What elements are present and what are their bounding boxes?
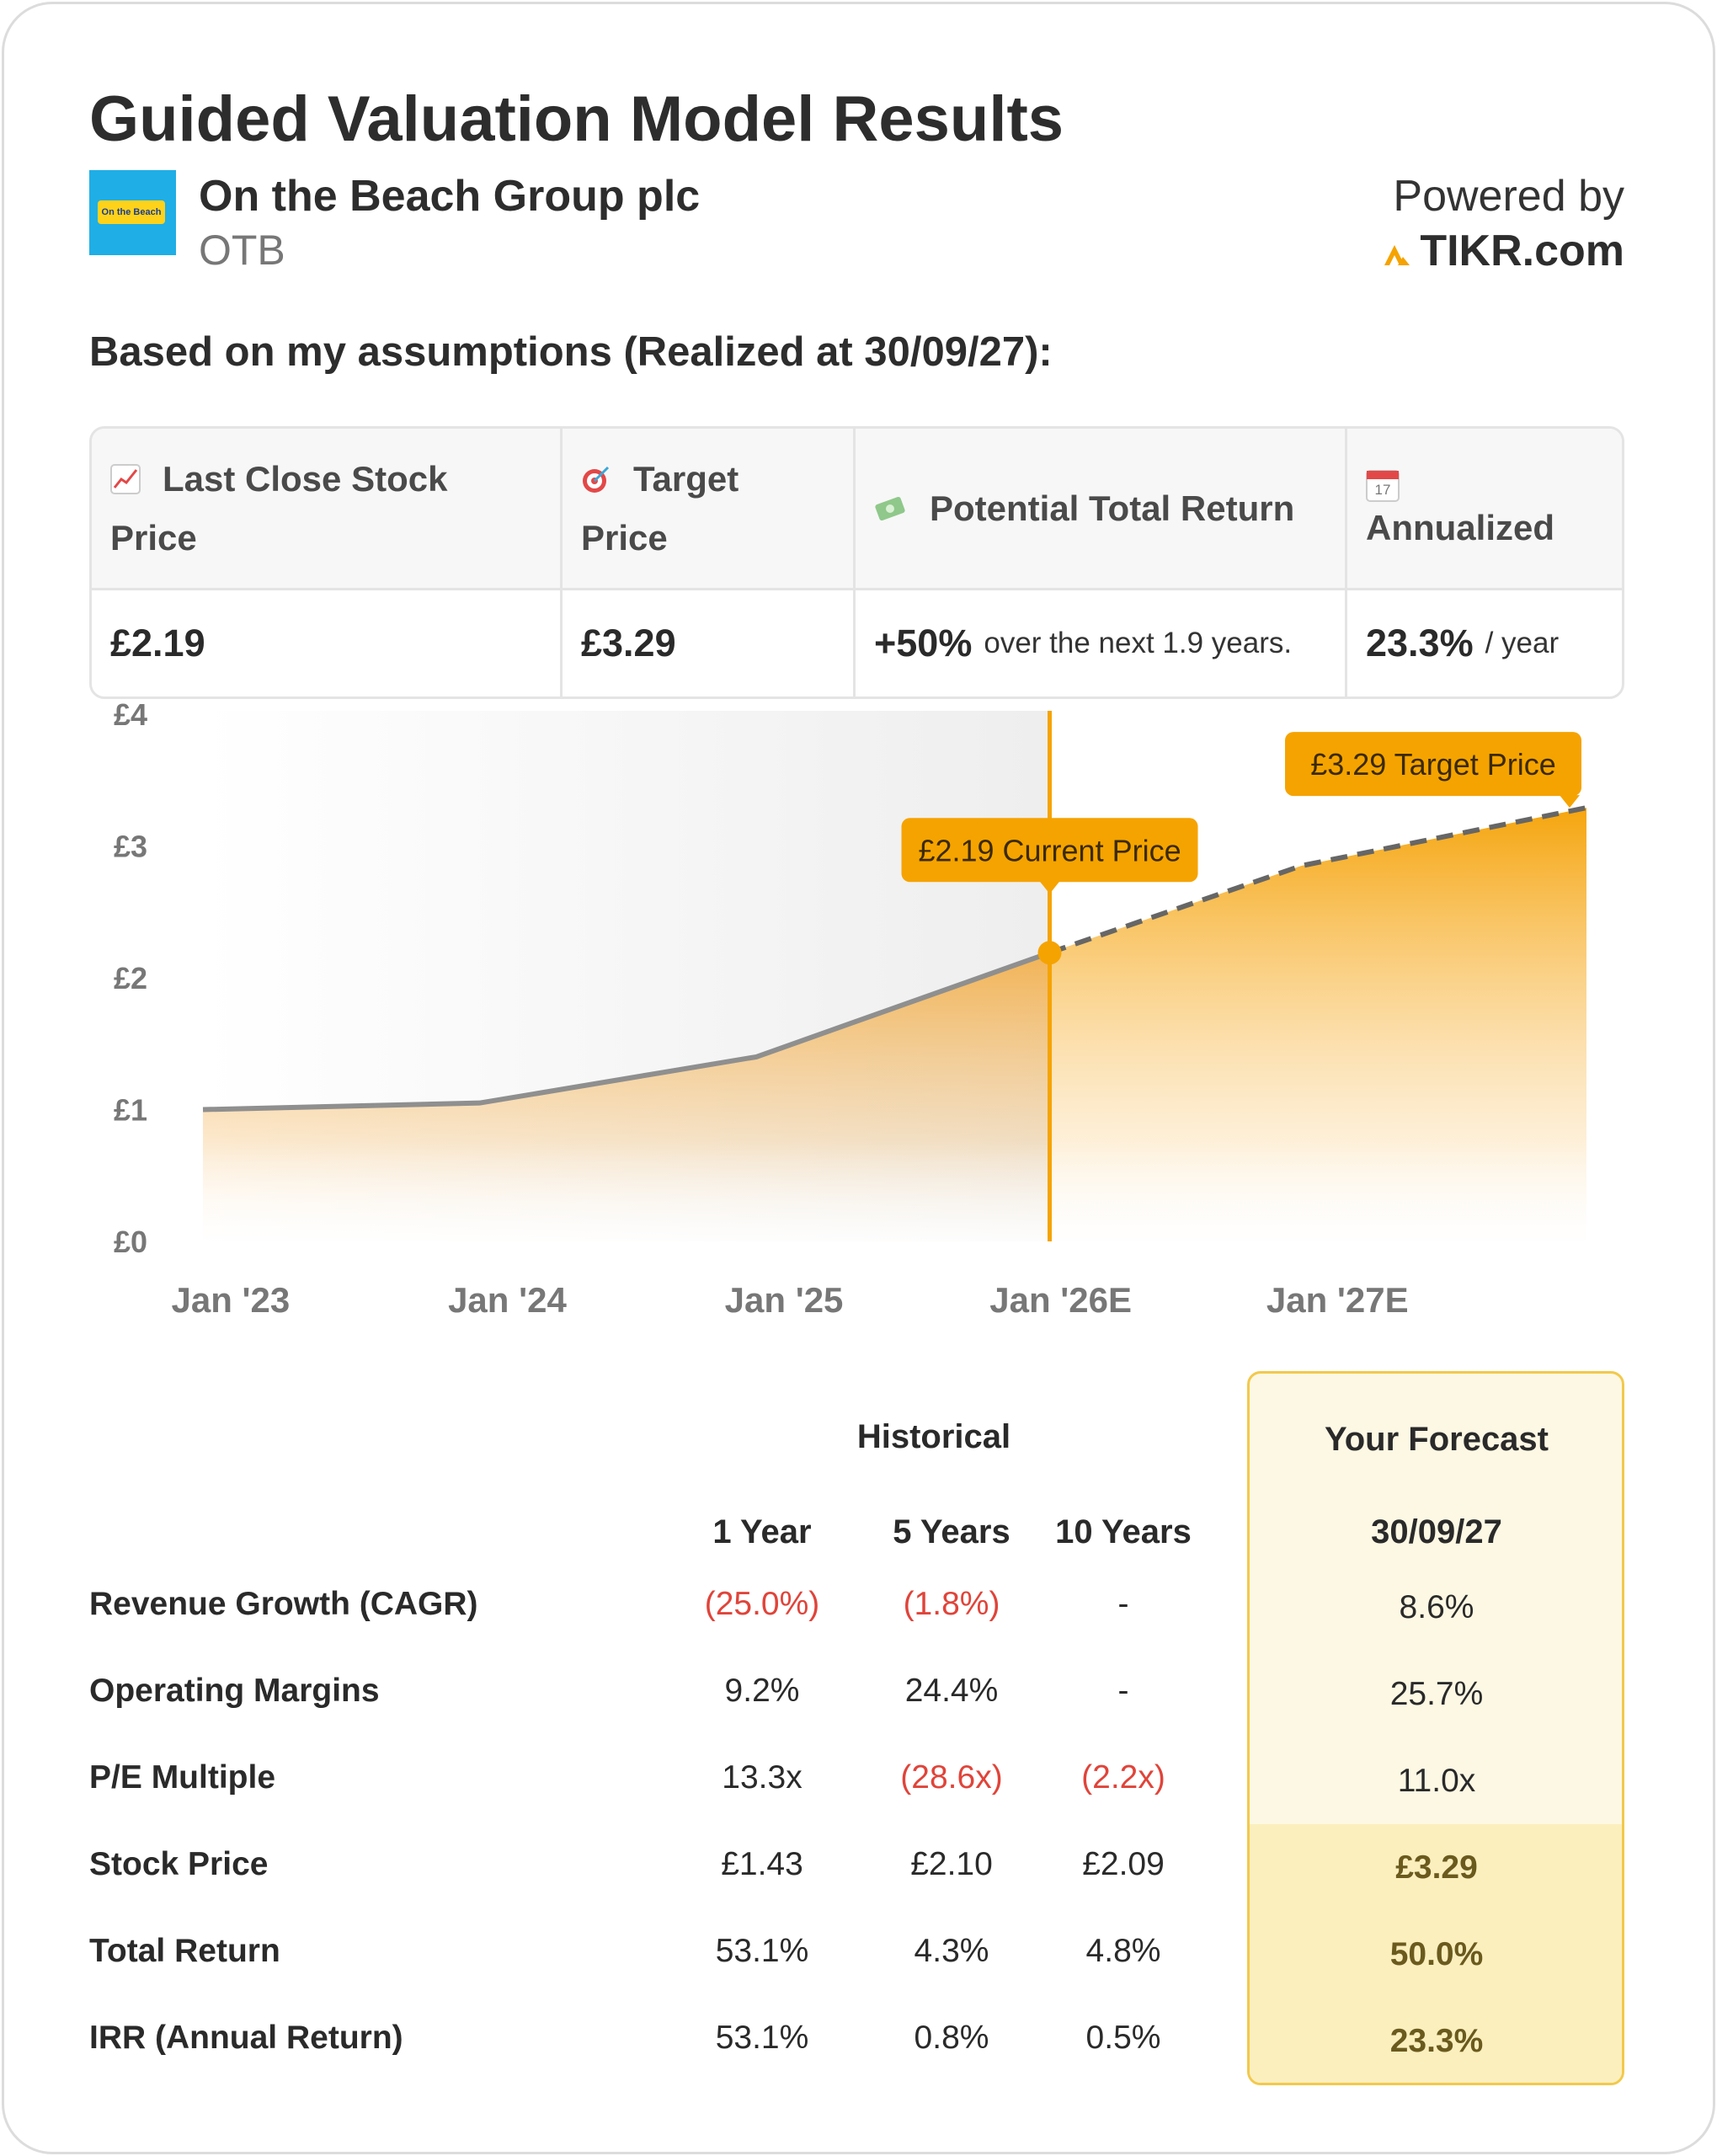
summary-header: Last Close Stock Price bbox=[92, 429, 563, 590]
area-fade bbox=[203, 1140, 1586, 1243]
x-tick-label: Jan '25 bbox=[725, 1280, 844, 1320]
current-point bbox=[1037, 941, 1062, 965]
calendar-day: 17 bbox=[1375, 482, 1391, 498]
x-tick-label: Jan '24 bbox=[448, 1280, 567, 1320]
company-name: On the Beach Group plc bbox=[199, 172, 701, 221]
summary-cell: £2.19 bbox=[92, 590, 563, 696]
subtitle: Based on my assumptions (Realized at 30/… bbox=[89, 329, 1053, 375]
y-tick-label: £0 bbox=[114, 1225, 147, 1259]
summary-header: Potential Total Return bbox=[856, 429, 1347, 590]
summary-value: £3.29 bbox=[581, 622, 676, 664]
group-header: Your Forecast bbox=[1325, 1421, 1549, 1458]
calendar-icon: 17 bbox=[1366, 469, 1400, 502]
series-line bbox=[202, 950, 1051, 1113]
summary-header-text: Target Price bbox=[581, 458, 739, 558]
table-cell: (1.8%) bbox=[903, 1586, 1000, 1622]
x-tick-label: Jan '27E bbox=[1266, 1280, 1409, 1320]
chart: £0 £1 £2 £3 £4 Jan '23 Jan '24 Jan '25 Jan '26E J… bbox=[114, 697, 1587, 1320]
table-cell: - bbox=[1117, 1586, 1129, 1622]
table-cell: £1.43 bbox=[721, 1846, 803, 1882]
summary-header: Target Price bbox=[563, 429, 856, 590]
row-label: Stock Price bbox=[89, 1846, 269, 1882]
x-tick-label: Jan '26E bbox=[989, 1280, 1132, 1320]
annotation: £3.29 Target Price bbox=[1310, 747, 1556, 782]
table-cell: 4.8% bbox=[1085, 1933, 1161, 1969]
company-logo: On the Beach bbox=[89, 170, 176, 255]
table-cell: 50.0% bbox=[1389, 1936, 1484, 1972]
summary-value: +50% bbox=[874, 622, 973, 664]
area-fill bbox=[1049, 808, 1586, 1241]
summary-cell: 23.3% / year bbox=[1347, 590, 1622, 696]
brand: TIKR.com bbox=[1383, 226, 1624, 276]
summary-value: £2.19 bbox=[110, 622, 205, 664]
summary-table: Last Close Stock Price Target Price Pote… bbox=[89, 426, 1624, 699]
summary-header-text: Potential Total Return bbox=[930, 488, 1295, 528]
annotation-box bbox=[1285, 732, 1581, 797]
summary-value: 23.3% bbox=[1366, 622, 1474, 664]
table-cell: 8.6% bbox=[1399, 1589, 1474, 1625]
logo-text: On the Beach bbox=[98, 200, 165, 224]
column-header: 1 Year bbox=[712, 1513, 812, 1550]
table-cell: 53.1% bbox=[715, 2020, 809, 2056]
table-cell: (28.6x) bbox=[900, 1759, 1003, 1796]
annotation-box bbox=[901, 818, 1198, 883]
powered-by: Powered by bbox=[1393, 172, 1624, 221]
table-cell: £3.29 bbox=[1395, 1849, 1478, 1886]
page-title: Guided Valuation Model Results bbox=[89, 83, 1064, 155]
table-cell: 0.5% bbox=[1085, 2020, 1161, 2056]
table-cell: 23.3% bbox=[1389, 2023, 1484, 2059]
summary-note: / year bbox=[1485, 627, 1560, 659]
chart-icon bbox=[110, 463, 141, 494]
table-cell: - bbox=[1117, 1673, 1129, 1709]
column-header: 10 Years bbox=[1055, 1513, 1192, 1550]
table-cell: 13.3x bbox=[722, 1759, 803, 1796]
table-cell: 25.7% bbox=[1389, 1676, 1484, 1712]
y-tick-label: £1 bbox=[114, 1093, 147, 1128]
column-header: 30/09/27 bbox=[1371, 1513, 1502, 1550]
row-label: IRR (Annual Return) bbox=[89, 2020, 403, 2056]
column-header: 5 Years bbox=[893, 1513, 1010, 1550]
annotation: £2.19 Current Price bbox=[918, 833, 1181, 867]
money-icon bbox=[875, 496, 905, 520]
series-line bbox=[1048, 805, 1587, 956]
table-cell: £2.09 bbox=[1082, 1846, 1165, 1882]
row-label: Total Return bbox=[89, 1933, 280, 1969]
table-cell: 11.0x bbox=[1397, 1763, 1476, 1799]
forecast-panel bbox=[1247, 1371, 1624, 2085]
summary-header-text: Annualized bbox=[1366, 507, 1555, 547]
row-label: Revenue Growth (CAGR) bbox=[89, 1586, 478, 1622]
summary-header: 17 Annualized bbox=[1347, 429, 1622, 590]
forecast-highlight bbox=[1250, 1824, 1622, 2083]
table-cell: 9.2% bbox=[724, 1673, 800, 1709]
table-cell: 4.3% bbox=[914, 1933, 989, 1969]
summary-note: over the next 1.9 years. bbox=[984, 627, 1293, 659]
group-header: Historical bbox=[856, 1418, 1011, 1455]
table-cell: 24.4% bbox=[904, 1673, 999, 1709]
ticker: OTB bbox=[199, 227, 285, 274]
target-icon bbox=[583, 466, 610, 493]
y-tick-label: £2 bbox=[114, 961, 147, 995]
x-tick-label: Jan '23 bbox=[171, 1280, 290, 1320]
table-cell: 53.1% bbox=[715, 1933, 809, 1969]
brand-text: TIKR.com bbox=[1420, 227, 1624, 275]
row-label: P/E Multiple bbox=[89, 1759, 276, 1796]
annotation-pointer bbox=[1560, 795, 1580, 808]
annotation-pointer bbox=[1039, 881, 1060, 894]
y-tick-label: £3 bbox=[114, 830, 147, 864]
table-cell: (25.0%) bbox=[704, 1586, 820, 1622]
row-label: Operating Margins bbox=[89, 1673, 380, 1709]
table-cell: £2.10 bbox=[910, 1846, 993, 1882]
table-cell: (2.2x) bbox=[1081, 1759, 1165, 1796]
summary-cell: +50% over the next 1.9 years. bbox=[856, 590, 1347, 696]
brand-icon bbox=[1384, 245, 1410, 265]
summary-header-text: Last Close Stock Price bbox=[110, 458, 448, 558]
y-tick-label: £4 bbox=[114, 697, 147, 732]
table-cell: 0.8% bbox=[914, 2020, 989, 2056]
summary-cell: £3.29 bbox=[563, 590, 856, 696]
